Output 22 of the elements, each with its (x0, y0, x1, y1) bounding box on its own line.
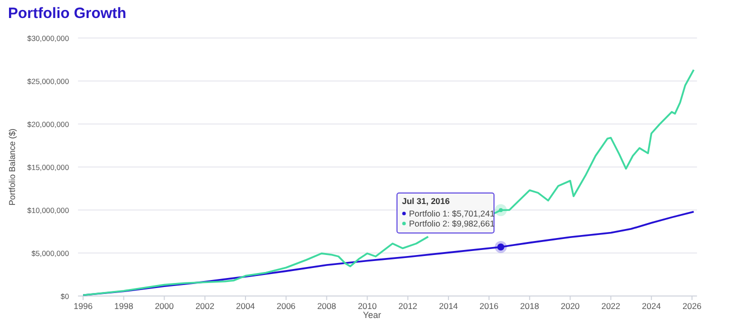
x-axis-title: Year (362, 310, 382, 320)
x-tick-label: 2012 (398, 301, 418, 311)
x-tick-label: 2000 (154, 301, 174, 311)
x-tick-label: 2022 (601, 301, 621, 311)
x-tick-label: 2014 (438, 301, 458, 311)
legend-label: Portfolio 1 (409, 208, 448, 218)
x-tick-label: 2016 (480, 301, 499, 311)
x-tick-label: 1998 (114, 301, 134, 311)
x-tick-label: 2020 (560, 301, 580, 311)
x-tick-label: 2026 (682, 301, 702, 311)
x-tick-label: 2006 (276, 301, 296, 311)
x-tick-label: 2010 (358, 301, 377, 311)
x-tick-label: 1996 (74, 301, 93, 311)
x-tick-label: 2008 (317, 301, 336, 311)
chart-title: Portfolio Growth (8, 5, 126, 22)
annotation: Jul 31, 2016 (402, 196, 450, 206)
x-tick-label: 2004 (236, 301, 256, 311)
legend-label: Portfolio 2 (409, 218, 448, 228)
x-tick-label: 2024 (642, 301, 662, 311)
x-tick-label: 2018 (520, 301, 540, 311)
y-axis-title: Portfolio Balance ($) (7, 128, 17, 206)
x-tick-label: 2002 (195, 301, 215, 311)
